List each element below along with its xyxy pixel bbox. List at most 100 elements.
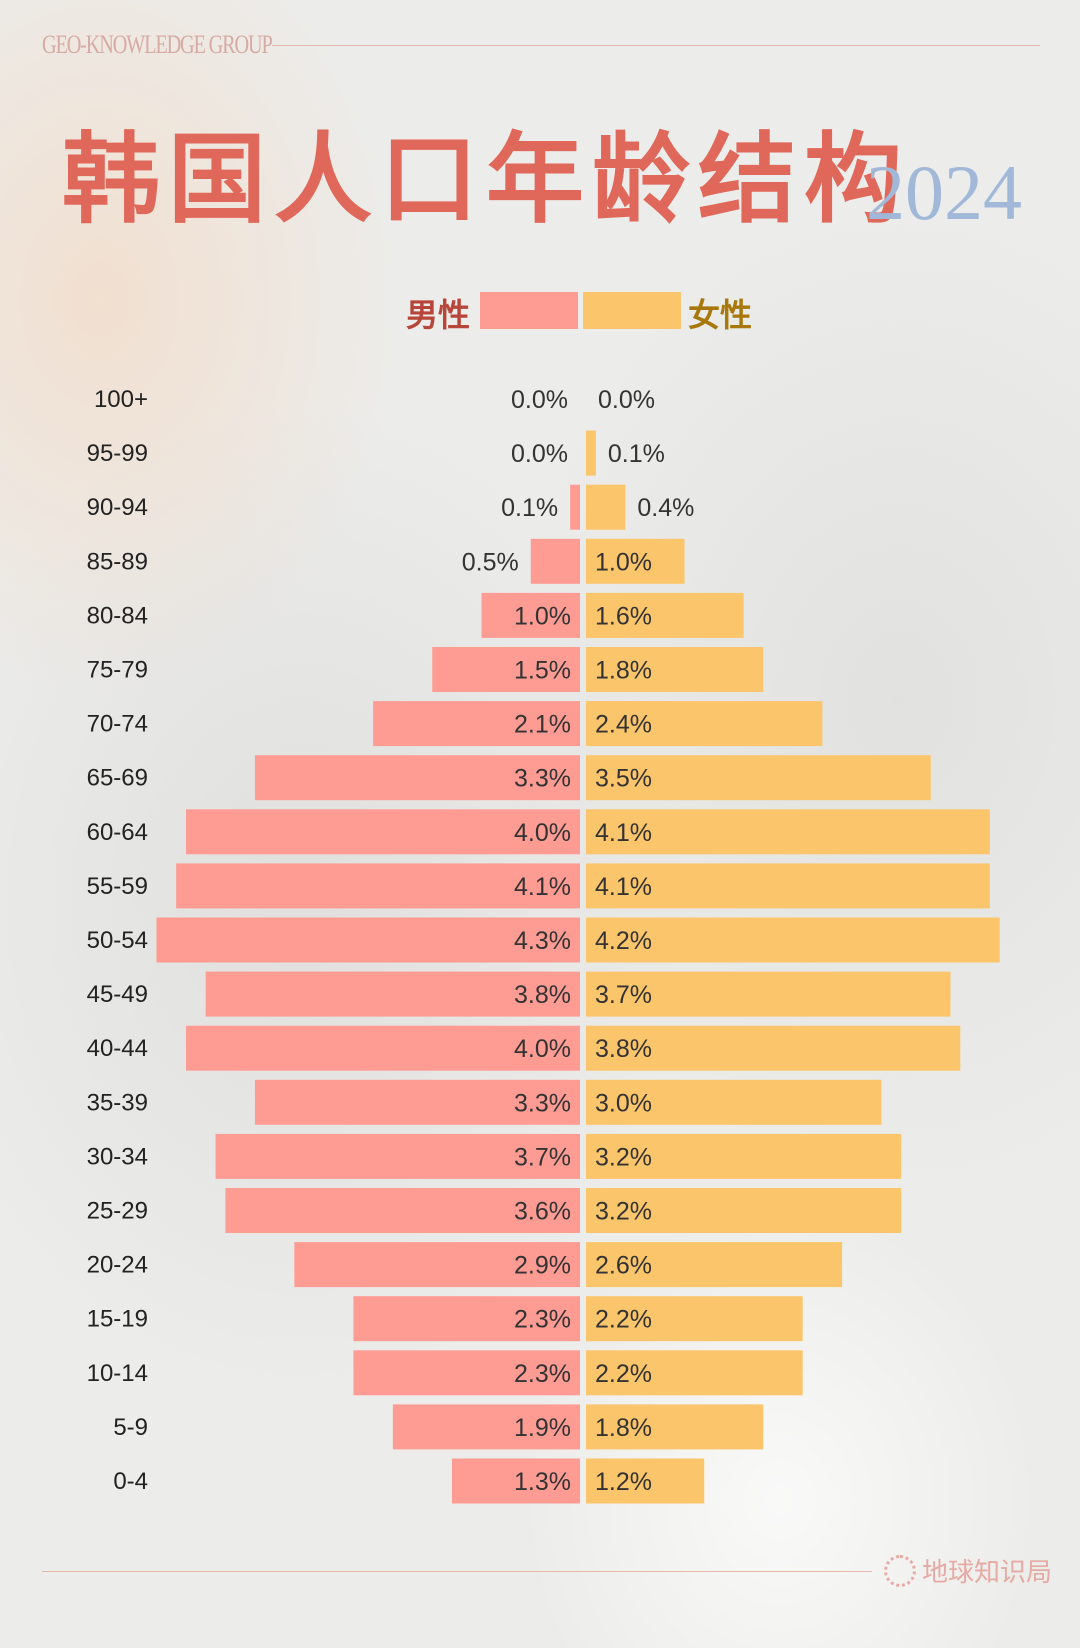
female-value-label: 2.4%: [595, 711, 652, 739]
age-label: 75-79: [87, 657, 148, 684]
female-value-label: 4.1%: [595, 873, 652, 901]
female-value-label: 3.7%: [595, 981, 652, 1009]
male-value-label: 0.0%: [511, 440, 568, 468]
logo-text: 地球知识局: [922, 1557, 1053, 1587]
female-value-label: 1.8%: [595, 657, 652, 685]
male-value-label: 0.1%: [501, 494, 558, 522]
age-label: 80-84: [87, 602, 148, 629]
female-value-label: 3.2%: [595, 1143, 652, 1171]
male-bar: [294, 1242, 580, 1288]
female-value-label: 0.4%: [637, 494, 694, 522]
age-label: 55-59: [87, 873, 148, 900]
header-divider: [272, 45, 1040, 46]
male-bar: [254, 755, 580, 801]
male-value-label: 2.3%: [514, 1360, 571, 1388]
female-bar: [586, 1133, 902, 1179]
male-bar: [225, 1188, 580, 1233]
male-value-label: 2.9%: [514, 1252, 571, 1280]
age-label: 60-64: [87, 819, 148, 846]
female-bar: [586, 1350, 803, 1396]
legend-male-label: 男性: [406, 296, 471, 334]
male-bar: [186, 1025, 580, 1071]
male-value-label: 3.7%: [514, 1143, 571, 1171]
male-bar: [373, 701, 580, 747]
female-value-label: 4.1%: [595, 819, 652, 847]
age-label: 20-24: [87, 1252, 148, 1279]
footer-divider: [42, 1571, 872, 1572]
male-bar: [156, 917, 580, 963]
age-label: 65-69: [87, 765, 148, 792]
female-value-label: 3.2%: [595, 1198, 652, 1226]
male-value-label: 2.1%: [514, 711, 571, 739]
age-label: 30-34: [87, 1143, 148, 1170]
female-value-label: 1.0%: [595, 548, 652, 576]
male-value-label: 1.0%: [514, 602, 571, 630]
female-value-label: 1.8%: [595, 1414, 652, 1442]
female-value-label: 3.8%: [595, 1035, 652, 1063]
male-value-label: 3.3%: [514, 765, 571, 793]
age-label: 40-44: [87, 1035, 148, 1062]
female-bar: [586, 538, 685, 584]
male-bar: [205, 971, 580, 1017]
age-label: 85-89: [87, 548, 148, 575]
legend-female-swatch: [583, 292, 681, 329]
female-bar: [586, 1404, 764, 1450]
female-bar: [586, 592, 744, 638]
female-bar: [586, 484, 626, 530]
female-bar: [586, 1025, 961, 1071]
age-label: 0-4: [113, 1468, 148, 1495]
female-value-label: 0.1%: [608, 440, 665, 468]
age-label: 15-19: [87, 1306, 148, 1333]
age-label: 100+: [94, 386, 148, 413]
female-bar: [586, 863, 990, 909]
male-value-label: 1.5%: [514, 657, 571, 685]
female-bar: [586, 1458, 705, 1504]
male-value-label: 2.3%: [514, 1306, 571, 1334]
female-value-label: 1.2%: [595, 1468, 652, 1496]
footer-logo: 地球知识局: [884, 1552, 1052, 1589]
male-bar: [530, 538, 580, 584]
male-value-label: 1.9%: [514, 1414, 571, 1442]
male-value-label: 4.3%: [514, 927, 571, 955]
female-value-label: 2.6%: [595, 1252, 652, 1280]
female-value-label: 3.0%: [595, 1089, 652, 1117]
male-value-label: 0.0%: [511, 386, 568, 414]
female-bar: [586, 917, 1000, 963]
age-label: 5-9: [113, 1414, 148, 1441]
male-bar: [570, 484, 580, 530]
male-value-label: 3.3%: [514, 1089, 571, 1117]
age-label: 70-74: [87, 711, 148, 738]
female-value-label: 0.0%: [598, 386, 655, 414]
male-bar: [353, 1296, 580, 1342]
male-bar: [392, 1404, 580, 1450]
legend-female-label: 女性: [688, 296, 753, 334]
female-bar: [586, 647, 764, 692]
male-value-label: 4.1%: [514, 873, 571, 901]
female-bar: [586, 971, 951, 1017]
male-bar: [176, 863, 580, 909]
male-value-label: 0.5%: [462, 548, 519, 576]
female-bar: [586, 809, 990, 855]
age-label: 45-49: [87, 981, 148, 1008]
male-bar: [451, 1458, 580, 1504]
male-value-label: 4.0%: [514, 1035, 571, 1063]
female-bar: [586, 701, 823, 747]
male-bar: [215, 1133, 581, 1179]
female-value-label: 1.6%: [595, 602, 652, 630]
male-bar: [353, 1350, 580, 1396]
chart-title: 韩国人口年龄结构: [62, 122, 911, 237]
male-bar: [254, 1079, 580, 1125]
female-bar: [586, 1242, 843, 1288]
brand-text: GEO-KNOWLEDGE GROUP: [42, 30, 273, 59]
chart-year: 2024: [866, 149, 1022, 236]
male-bar: [481, 592, 580, 638]
male-bar: [432, 647, 580, 692]
male-value-label: 3.8%: [514, 981, 571, 1009]
age-label: 25-29: [87, 1198, 148, 1225]
female-value-label: 3.5%: [595, 765, 652, 793]
female-bar: [586, 755, 931, 801]
female-bar: [586, 430, 596, 476]
age-label: 35-39: [87, 1089, 148, 1116]
female-bar: [586, 1079, 882, 1125]
